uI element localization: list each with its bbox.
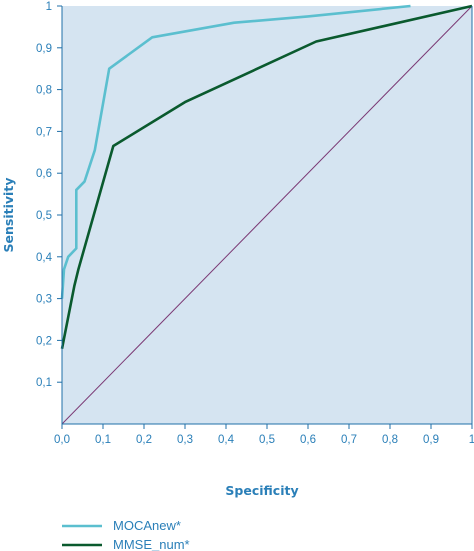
x-tick-label: 0,6	[300, 434, 316, 446]
legend-item-mocanew: MOCAnew*	[62, 518, 181, 533]
y-tick-label: 0,1	[36, 377, 52, 389]
x-tick-label: 0,9	[423, 434, 439, 446]
y-tick-label: 0,5	[36, 210, 52, 222]
reference-diagonal	[61, 5, 473, 425]
x-tick-label: 0,3	[177, 434, 193, 446]
y-tick-label: 0,8	[36, 85, 52, 97]
x-tick-label: 0,2	[136, 434, 152, 446]
y-tick-label: 0,9	[36, 43, 52, 55]
legend: MOCAnew* MMSE_num*	[62, 518, 190, 551]
x-axis-title: Specificity	[225, 483, 298, 498]
x-tick-label: 0,5	[259, 434, 275, 446]
mocanew-curve	[60, 4, 411, 299]
y-tick-label: 0,7	[36, 126, 52, 138]
legend-label-mmse: MMSE_num*	[113, 537, 190, 551]
y-tick-label: 0,4	[36, 252, 53, 264]
y-tick-label: 0,2	[36, 335, 52, 347]
mmse-curve	[60, 4, 473, 350]
x-tick-label: 0,0	[54, 434, 70, 446]
x-tick-label: 0,4	[218, 434, 235, 446]
legend-label-mocanew: MOCAnew*	[113, 518, 181, 533]
y-tick-label: 0,3	[36, 294, 52, 306]
y-tick-label: 1	[46, 1, 52, 13]
legend-item-mmse: MMSE_num*	[62, 537, 190, 551]
x-tick-label: 0,8	[382, 434, 398, 446]
y-tick-label: 0,6	[36, 168, 52, 180]
y-axis-title: Sensitivity	[1, 178, 16, 253]
x-tick-label: 0,7	[341, 434, 357, 446]
x-tick-label: 0,1	[95, 434, 111, 446]
x-tick-label: 1	[469, 434, 474, 446]
